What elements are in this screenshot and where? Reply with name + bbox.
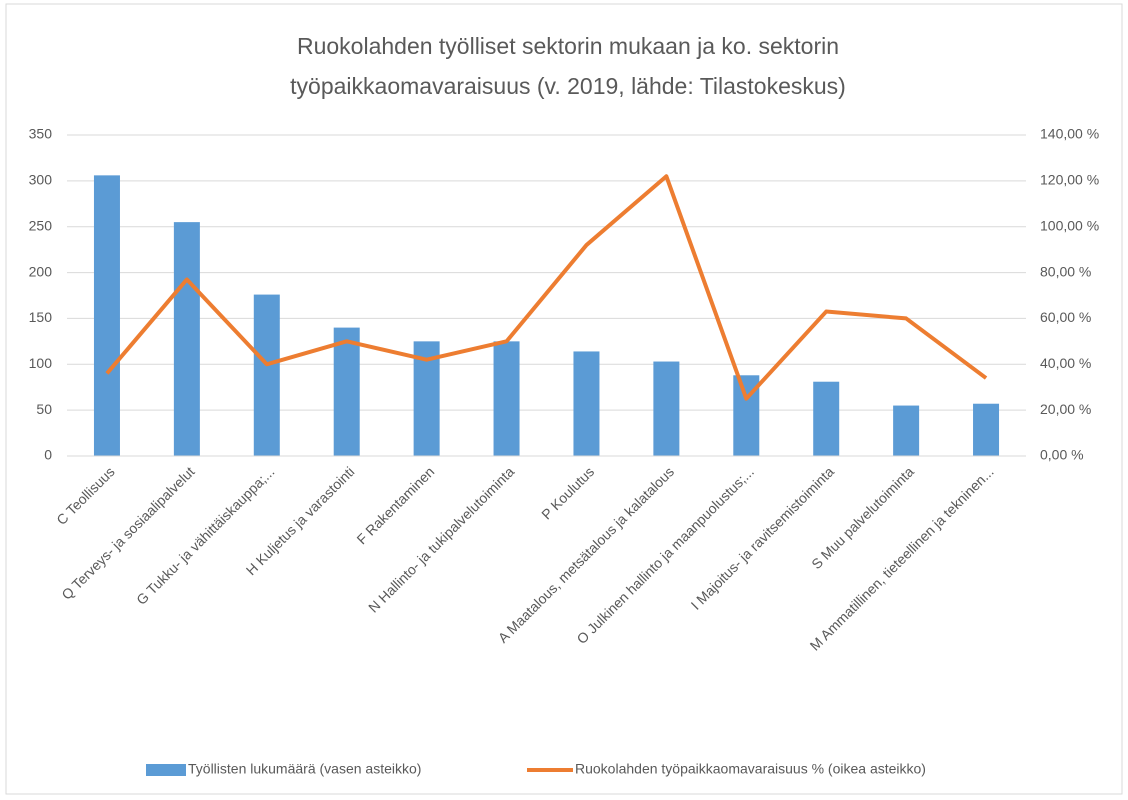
y2-tick-label: 140,00 % [1040,126,1099,142]
y2-tick-label: 60,00 % [1040,309,1091,325]
bar [893,405,920,456]
bar [573,351,600,456]
bar [333,327,360,456]
y-tick-label: 300 [29,172,53,188]
y-tick-label: 200 [29,263,53,279]
y2-tick-label: 120,00 % [1040,172,1099,188]
chart-title: työpaikkaomavaraisuus (v. 2019, lähde: T… [290,73,846,99]
bar [653,361,680,456]
bar [93,175,120,456]
y-tick-label: 100 [29,355,53,371]
y2-tick-label: 80,00 % [1040,263,1091,279]
bar [173,222,200,456]
bar [253,294,280,456]
bar [813,381,840,456]
y2-tick-label: 0,00 % [1040,447,1084,463]
y2-tick-label: 20,00 % [1040,401,1091,417]
line [105,174,988,401]
legend-label: Työllisten lukumäärä (vasen asteikko) [188,761,421,777]
y2-tick-label: 40,00 % [1040,355,1091,371]
bar [493,341,520,456]
chart-border [5,3,1123,795]
y-tick-label: 50 [36,401,52,417]
y-tick-label: 150 [29,309,53,325]
legend-label: Ruokolahden työpaikkaomavaraisuus % (oik… [575,761,926,777]
bar [973,403,1000,456]
y-tick-label: 350 [29,126,53,142]
y2-tick-label: 100,00 % [1040,217,1099,233]
y-tick-label: 0 [44,447,52,463]
chart-title: Ruokolahden työlliset sektorin mukaan ja… [297,33,839,59]
legend-swatch [146,764,186,776]
y-tick-label: 250 [29,217,53,233]
